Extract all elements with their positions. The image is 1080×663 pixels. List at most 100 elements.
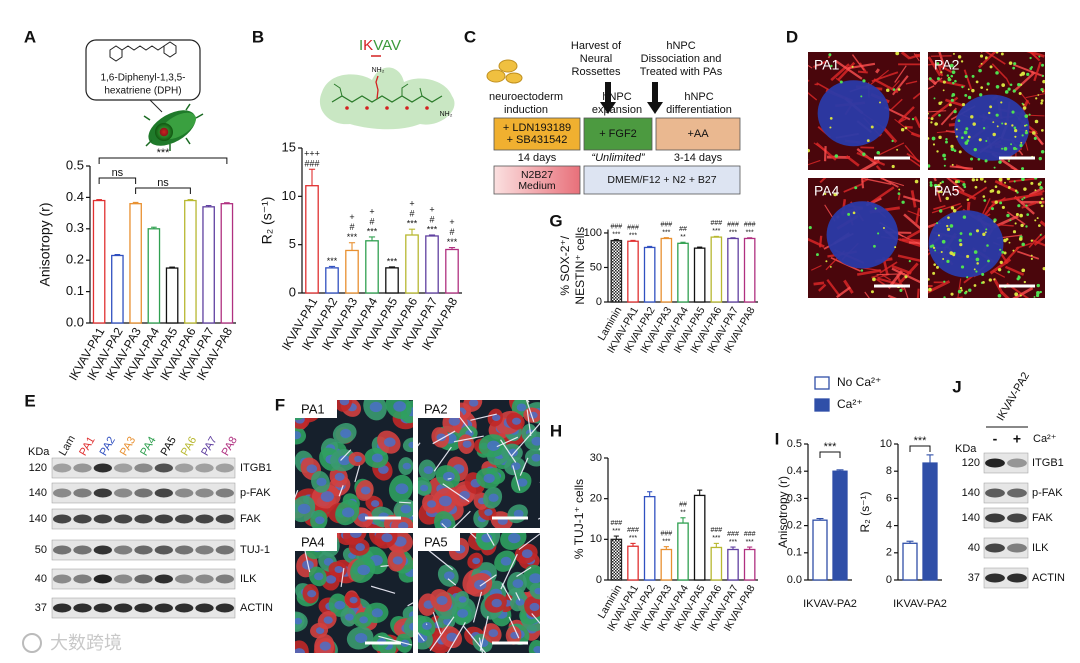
- actin-fiber: [1004, 265, 1025, 276]
- cell-nucleus: [334, 565, 344, 573]
- actin-fiber: [880, 178, 899, 188]
- actin-fiber: [813, 281, 825, 286]
- actin-fiber: [991, 63, 1007, 79]
- cell-nucleus: [521, 549, 533, 559]
- integrin-puncta: [1021, 102, 1024, 105]
- integrin-puncta: [999, 201, 1003, 205]
- neurite: [452, 510, 471, 528]
- diagram-text: DMEM/F12 + N2 + B27: [607, 174, 716, 186]
- blot-band: [134, 545, 153, 555]
- actin-fiber: [909, 53, 920, 60]
- blot-band: [114, 574, 133, 584]
- actin-fiber: [876, 273, 906, 276]
- integrin-puncta: [1040, 87, 1044, 92]
- y-tick-label: 15: [282, 139, 296, 154]
- neurite: [463, 625, 487, 653]
- neurite: [478, 637, 484, 653]
- diagram-text: expansion: [592, 104, 642, 116]
- bar: [165, 267, 179, 324]
- actin-fiber: [1031, 239, 1045, 247]
- integrin-puncta: [897, 88, 901, 91]
- cell-nucleus: [338, 455, 351, 466]
- integrin-puncta: [1009, 219, 1012, 222]
- cell-nucleus: [440, 518, 452, 528]
- blot-band: [195, 514, 214, 524]
- cell-nucleus: [448, 416, 461, 426]
- y-tick-label: 0.5: [787, 438, 802, 450]
- integrin-puncta: [959, 232, 963, 235]
- integrin-puncta: [973, 147, 977, 152]
- cell-nucleus: [402, 462, 411, 470]
- integrin-puncta: [1006, 213, 1010, 218]
- integrin-puncta: [1021, 242, 1025, 247]
- integrin-puncta: [891, 164, 895, 169]
- integrin-puncta: [967, 135, 971, 139]
- integrin-puncta: [946, 74, 949, 77]
- blot-strip: [983, 567, 1029, 589]
- integrin-puncta: [979, 93, 983, 97]
- y-tick-label: 2: [886, 547, 892, 559]
- cell-nucleus: [513, 509, 524, 518]
- blot-band: [985, 488, 1005, 498]
- y-tick-label: 50: [590, 261, 602, 273]
- neurite: [526, 409, 532, 436]
- bracket-label: ***: [157, 147, 171, 159]
- lane-label: PA8: [220, 435, 240, 458]
- actin-fiber: [949, 178, 966, 184]
- peptide-sequence: IKVAV: [359, 37, 401, 54]
- integrin-puncta: [980, 86, 984, 89]
- actin-fiber: [808, 159, 821, 166]
- significance-mark: ***: [729, 539, 737, 546]
- integrin-puncta: [992, 132, 996, 137]
- blot-band: [93, 488, 112, 498]
- integrin-puncta: [1007, 87, 1011, 91]
- significance-mark: +++: [304, 149, 320, 159]
- micrograph: [928, 178, 1045, 298]
- kda-label: 37: [968, 572, 980, 584]
- integrin-puncta: [950, 98, 954, 102]
- bar: [147, 228, 161, 324]
- blot-band: [985, 543, 1005, 553]
- integrin-puncta: [940, 101, 943, 104]
- actin-fiber: [881, 273, 892, 281]
- integrin-puncta: [951, 70, 956, 75]
- blot-band: [53, 545, 72, 555]
- blot-band: [1007, 513, 1027, 523]
- integrin-puncta: [954, 79, 957, 83]
- integrin-puncta: [982, 280, 985, 284]
- significance-mark: ###: [610, 520, 622, 527]
- neurite: [511, 422, 540, 457]
- cell-nucleus: [297, 503, 311, 515]
- integrin-puncta: [1004, 181, 1007, 184]
- molecule-label: hexatriene (DPH): [104, 86, 181, 97]
- integrin-puncta: [980, 62, 983, 65]
- cell-nucleus: [307, 590, 317, 598]
- actin-fiber: [1022, 189, 1045, 200]
- nucleus: [954, 94, 1030, 161]
- medium-box: [493, 165, 581, 195]
- integrin-puncta: [911, 117, 915, 121]
- actin-fiber: [937, 63, 953, 74]
- integrin-puncta: [960, 265, 965, 269]
- significance-bracket: [909, 445, 931, 452]
- blot-band: [73, 514, 92, 524]
- cell-nucleus: [320, 491, 334, 502]
- actin-fiber: [928, 110, 947, 113]
- significance-mark: #: [429, 214, 434, 224]
- diagram-text: Harvest of: [571, 40, 622, 52]
- integrin-puncta: [946, 224, 949, 228]
- integrin-puncta: [933, 183, 938, 188]
- nucleus: [928, 210, 1004, 278]
- cell-nucleus: [488, 493, 499, 502]
- integrin-puncta: [950, 144, 954, 149]
- cell-nucleus: [408, 441, 413, 449]
- integrin-puncta: [1028, 113, 1031, 116]
- neurite: [354, 465, 361, 483]
- integrin-puncta: [1023, 196, 1026, 199]
- actin-fiber: [992, 270, 1006, 278]
- actin-fiber: [980, 52, 983, 53]
- diagram-text: hNPC: [666, 40, 695, 52]
- kda-header: KDa: [955, 443, 977, 455]
- integrin-puncta: [1008, 241, 1011, 244]
- cell-nucleus: [325, 575, 337, 584]
